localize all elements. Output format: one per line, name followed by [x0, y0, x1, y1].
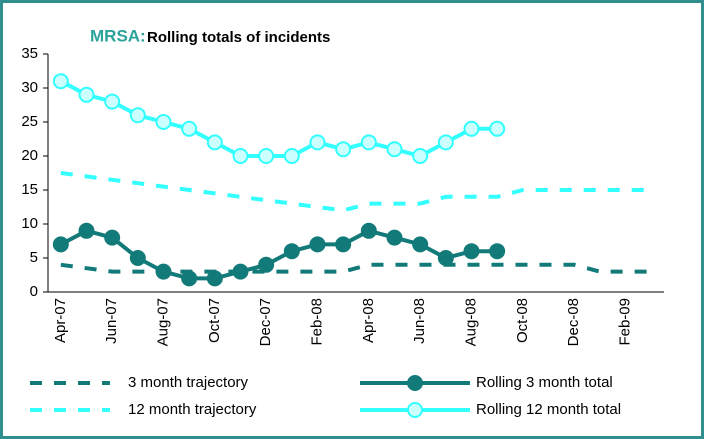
marker	[181, 270, 198, 287]
marker	[412, 148, 429, 164]
y-tick-label: 30	[21, 79, 38, 96]
marker	[206, 134, 223, 151]
y-tick-label: 5	[30, 249, 38, 266]
x-tick-label: Dec-08	[565, 298, 582, 346]
marker	[78, 222, 95, 239]
marker	[155, 114, 172, 130]
x-tick-label: Oct-08	[514, 298, 531, 343]
marker	[335, 236, 352, 253]
marker	[386, 229, 403, 246]
x-tick-label: Jun-07	[103, 298, 120, 344]
x-tick-label: Apr-08	[360, 298, 377, 343]
trajectory-line	[60, 171, 652, 213]
y-tick-label: 25	[21, 113, 38, 130]
marker	[129, 250, 146, 266]
marker	[78, 86, 95, 103]
x-tick-label: Aug-08	[462, 298, 479, 346]
chart-title: MRSA:	[90, 26, 146, 45]
marker	[412, 236, 429, 253]
x-tick-label: Jun-08	[411, 298, 428, 344]
marker	[489, 243, 506, 260]
legend-label: 12 month trajectory	[128, 401, 257, 418]
marker	[104, 229, 121, 246]
marker	[463, 120, 480, 137]
marker	[155, 263, 172, 280]
marker	[360, 134, 377, 151]
marker	[309, 236, 326, 253]
legend-label: Rolling 3 month total	[476, 374, 613, 391]
marker	[258, 148, 275, 164]
marker	[386, 141, 403, 158]
marker	[437, 134, 454, 151]
y-tick-label: 35	[21, 45, 38, 62]
marker	[181, 120, 198, 137]
marker	[463, 243, 480, 260]
legend-marker	[407, 402, 423, 418]
marker	[258, 256, 275, 273]
legend-marker	[407, 375, 423, 391]
y-tick-label: 20	[21, 147, 38, 164]
marker	[52, 236, 69, 253]
marker	[283, 148, 300, 164]
marker	[360, 222, 377, 239]
legend-label: Rolling 12 month total	[476, 401, 621, 418]
legend-label: 3 month trajectory	[128, 374, 249, 391]
x-tick-label: Dec-07	[257, 298, 274, 346]
marker	[437, 250, 454, 266]
marker	[335, 141, 352, 158]
marker	[206, 270, 223, 287]
marker	[309, 134, 326, 151]
marker	[232, 263, 249, 280]
x-tick-label: Feb-09	[616, 298, 633, 346]
marker	[232, 148, 249, 164]
x-tick-label: Apr-07	[52, 298, 69, 343]
marker	[52, 73, 69, 90]
marker	[129, 107, 146, 124]
chart-subtitle: Rolling totals of incidents	[147, 29, 330, 46]
marker	[104, 93, 121, 110]
marker	[283, 243, 300, 260]
marker	[489, 120, 506, 137]
x-tick-label: Aug-07	[154, 298, 171, 346]
x-tick-label: Feb-08	[308, 298, 325, 346]
y-tick-label: 15	[21, 181, 38, 198]
y-tick-label: 0	[30, 283, 38, 300]
x-tick-label: Oct-07	[206, 298, 223, 343]
y-tick-label: 10	[21, 215, 38, 232]
